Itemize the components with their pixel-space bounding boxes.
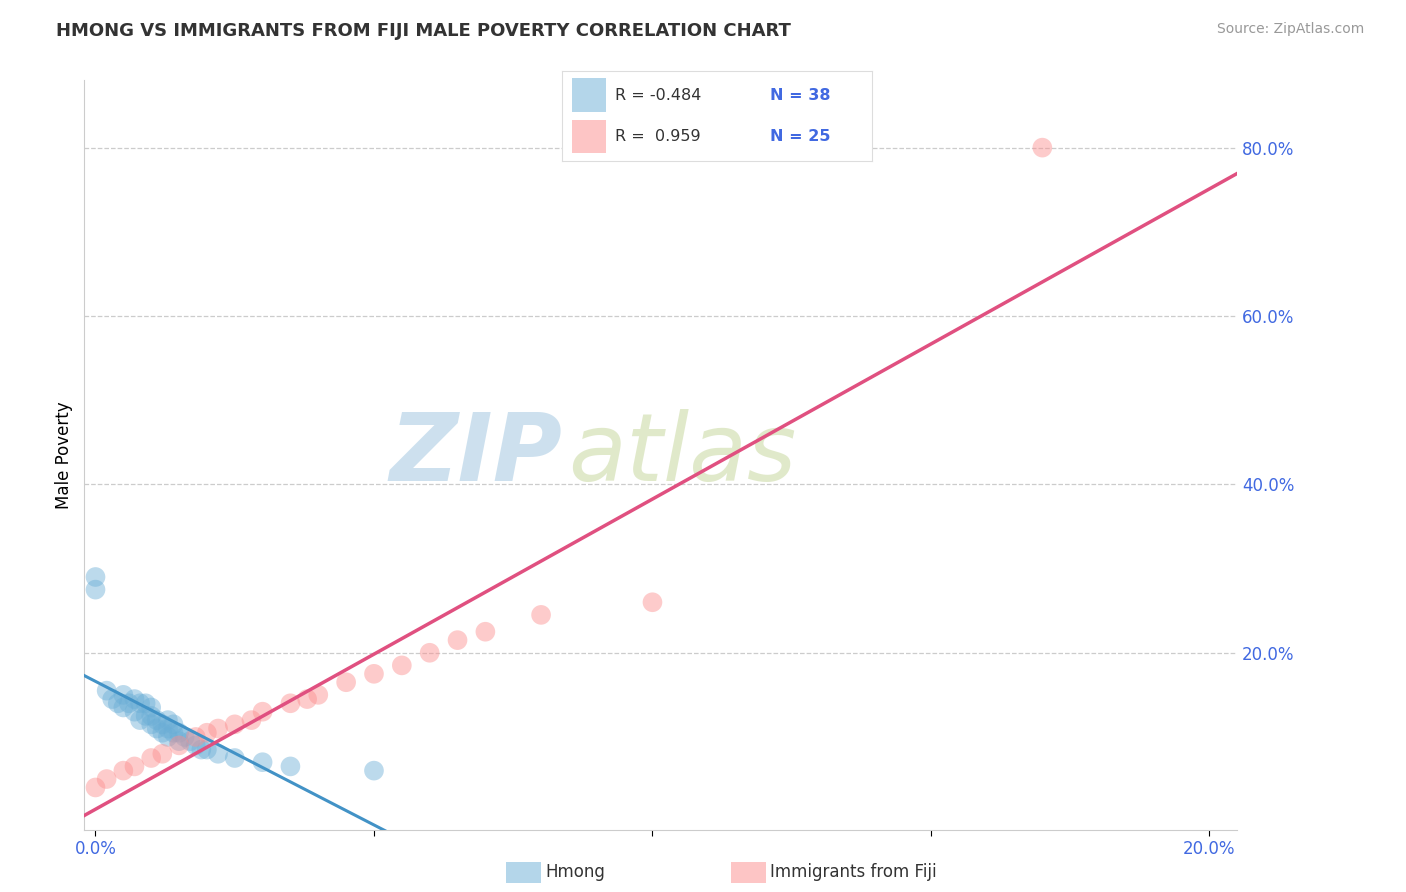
Point: [307, 688, 329, 702]
Point: [150, 747, 173, 761]
Point: [135, 696, 157, 710]
Point: [156, 713, 179, 727]
Point: [295, 692, 318, 706]
Point: [141, 751, 163, 765]
Point: [84, 570, 107, 584]
Point: [107, 696, 129, 710]
Point: [162, 725, 184, 739]
Point: [240, 713, 263, 727]
Point: [530, 607, 553, 622]
Point: [112, 700, 135, 714]
Point: [190, 742, 212, 756]
Point: [391, 658, 413, 673]
Point: [124, 759, 146, 773]
Point: [167, 739, 190, 753]
Point: [145, 713, 167, 727]
Point: [124, 705, 146, 719]
Point: [156, 730, 179, 744]
Point: [280, 696, 302, 710]
Point: [141, 700, 163, 714]
Point: [84, 780, 107, 795]
Point: [363, 666, 385, 681]
Point: [84, 582, 107, 597]
Point: [135, 709, 157, 723]
Point: [280, 759, 302, 773]
Point: [224, 717, 246, 731]
Point: [124, 692, 146, 706]
Text: HMONG VS IMMIGRANTS FROM FIJI MALE POVERTY CORRELATION CHART: HMONG VS IMMIGRANTS FROM FIJI MALE POVER…: [56, 22, 792, 40]
Point: [207, 747, 229, 761]
Point: [162, 717, 184, 731]
Text: Hmong: Hmong: [546, 863, 606, 881]
Point: [141, 717, 163, 731]
Text: N = 38: N = 38: [769, 88, 830, 103]
Point: [118, 696, 141, 710]
Point: [156, 722, 179, 736]
Point: [101, 692, 124, 706]
Point: [252, 755, 274, 769]
Point: [179, 734, 201, 748]
Point: [195, 742, 218, 756]
Text: Immigrants from Fiji: Immigrants from Fiji: [770, 863, 938, 881]
Point: [363, 764, 385, 778]
Point: [446, 633, 468, 648]
Point: [184, 730, 207, 744]
Point: [173, 730, 195, 744]
Y-axis label: Male Poverty: Male Poverty: [55, 401, 73, 508]
Point: [252, 705, 274, 719]
Text: Source: ZipAtlas.com: Source: ZipAtlas.com: [1216, 22, 1364, 37]
Point: [335, 675, 357, 690]
Point: [641, 595, 664, 609]
Point: [419, 646, 441, 660]
Text: R =  0.959: R = 0.959: [614, 129, 700, 144]
Point: [224, 751, 246, 765]
Bar: [572, 120, 606, 153]
Point: [112, 764, 135, 778]
Point: [195, 725, 218, 739]
Text: ZIP: ZIP: [389, 409, 562, 501]
Point: [1031, 141, 1053, 155]
Point: [150, 717, 173, 731]
Point: [167, 725, 190, 739]
Point: [150, 725, 173, 739]
Point: [112, 688, 135, 702]
Point: [129, 696, 152, 710]
Point: [145, 722, 167, 736]
Point: [474, 624, 496, 639]
Point: [96, 683, 118, 698]
Point: [96, 772, 118, 786]
Text: atlas: atlas: [568, 409, 797, 500]
Point: [207, 722, 229, 736]
Text: R = -0.484: R = -0.484: [614, 88, 702, 103]
Text: N = 25: N = 25: [769, 129, 830, 144]
Point: [184, 739, 207, 753]
Point: [129, 713, 152, 727]
Point: [141, 709, 163, 723]
Bar: [572, 78, 606, 112]
Point: [167, 734, 190, 748]
